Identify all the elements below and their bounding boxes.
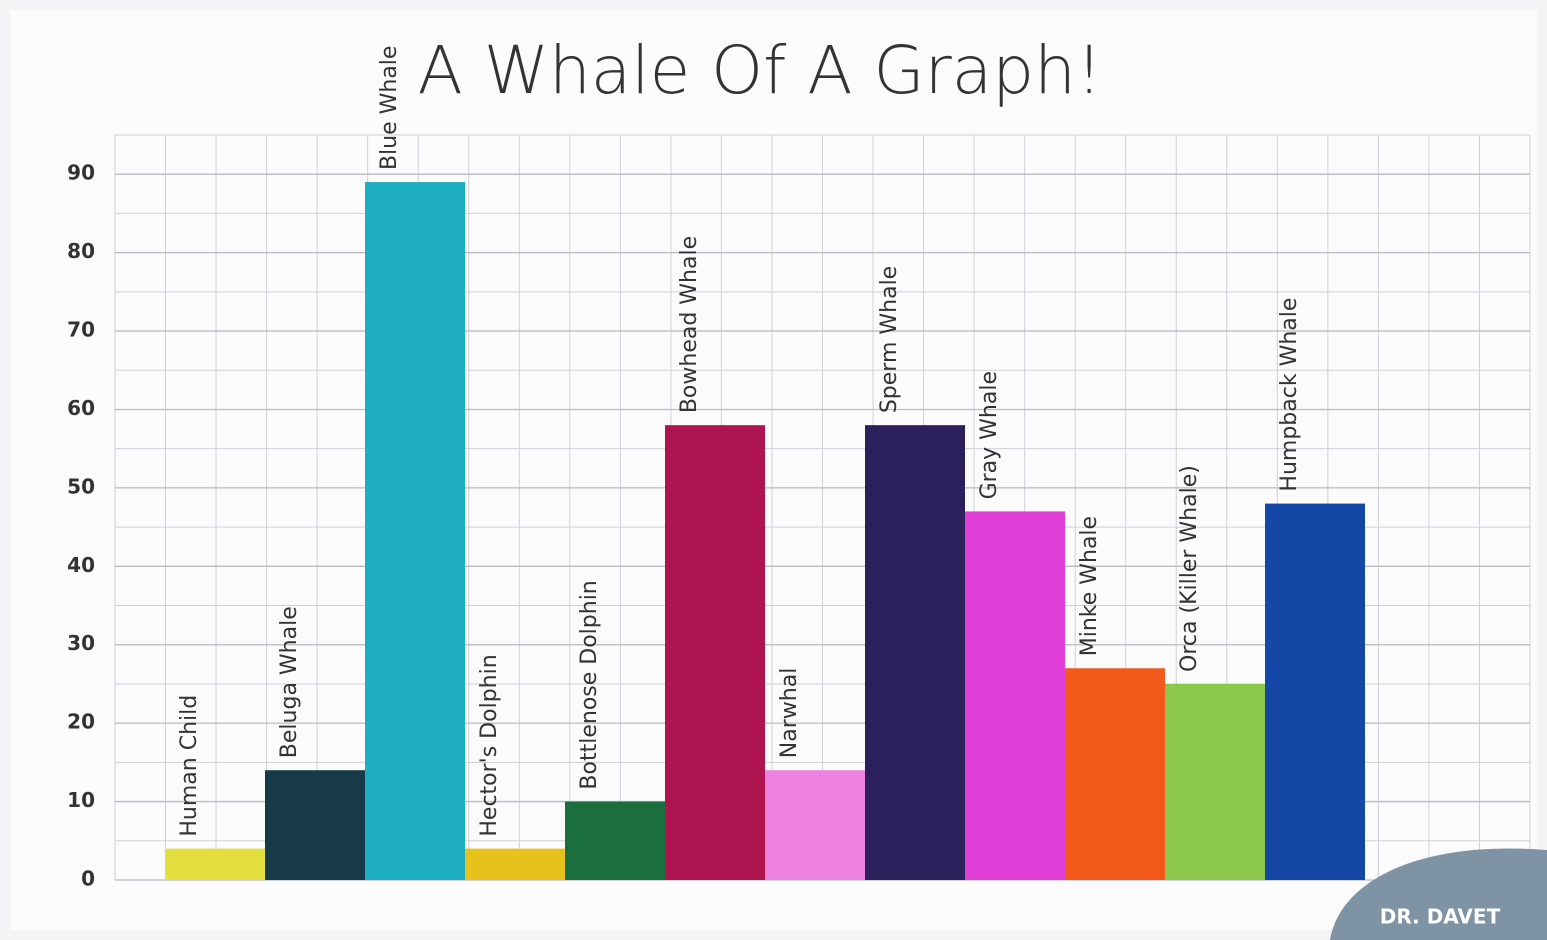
bar: [165, 848, 265, 880]
y-tick-label: 10: [67, 788, 95, 812]
bar: [465, 848, 565, 880]
y-tick-label: 60: [67, 396, 95, 420]
y-tick-label: 90: [67, 161, 95, 185]
y-tick-label: 80: [67, 239, 95, 263]
bar: [565, 801, 665, 880]
bar-label: Bowhead Whale: [677, 236, 702, 413]
bar-label: Humpback Whale: [1277, 298, 1302, 492]
bar: [765, 770, 865, 880]
bar: [1265, 503, 1365, 880]
bar-label: Minke Whale: [1077, 516, 1102, 656]
bar: [865, 425, 965, 880]
y-tick-label: 70: [67, 318, 95, 342]
bar: [265, 770, 365, 880]
bar-label: Blue Whale: [377, 46, 402, 171]
y-tick-label: 20: [67, 710, 95, 734]
bar-label: Narwhal: [777, 668, 802, 759]
bar-label: Bottlenose Dolphin: [577, 580, 602, 789]
y-tick-label: 0: [81, 867, 95, 891]
bar: [365, 182, 465, 881]
watermark: DR. DAVET: [1380, 905, 1501, 929]
watermark-badge: [1330, 848, 1547, 940]
plot: Human Child Beluga Whale Blue Whale Hector'…: [165, 46, 1365, 881]
bar-label: Orca (Killer Whale): [1177, 465, 1202, 672]
y-tick-label: 30: [67, 631, 95, 655]
bar-label: Gray Whale: [977, 371, 1002, 499]
bar-label: Human Child: [177, 695, 202, 837]
bar: [1065, 668, 1165, 880]
bar-label: Hector's Dolphin: [477, 654, 502, 836]
bar-label: Sperm Whale: [877, 266, 902, 413]
bar: [965, 511, 1065, 880]
y-tick-label: 40: [67, 553, 95, 577]
bar: [665, 425, 765, 880]
chart-title: A Whale Of A Graph!: [418, 32, 1103, 109]
bar: [1165, 683, 1265, 880]
bar-label: Beluga Whale: [277, 606, 302, 758]
y-tick-label: 50: [67, 474, 95, 498]
